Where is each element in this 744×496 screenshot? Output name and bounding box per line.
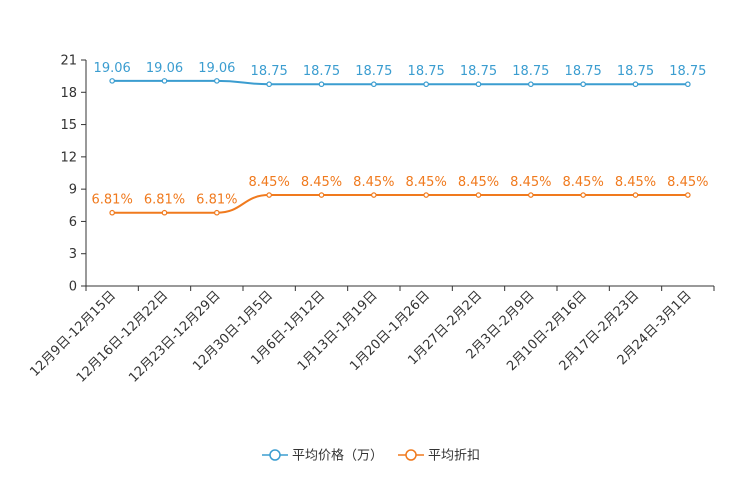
series-0: 19.06 19.06 19.06 18.75 18.75 18.75 18.75 18.75… — [94, 61, 706, 88]
data-point — [423, 81, 429, 88]
legend-marker-icon — [269, 449, 281, 461]
data-point — [161, 78, 168, 84]
data-label: 18.75 — [617, 64, 654, 79]
legend-item-1[interactable]: 平均折扣 — [398, 449, 480, 464]
data-label: 18.75 — [512, 64, 549, 79]
data-label: 18.75 — [408, 64, 445, 79]
y-tick-label: 9 — [69, 183, 77, 198]
data-point — [528, 192, 534, 198]
y-tick-label: 0 — [69, 280, 77, 295]
data-label: 8.45% — [563, 175, 604, 190]
data-point — [580, 81, 586, 88]
data-label: 19.06 — [94, 61, 131, 76]
legend-label: 平均价格（万） — [292, 448, 383, 464]
data-point — [632, 81, 639, 88]
data-label: 8.45% — [615, 175, 656, 190]
x-tick-label: 12月23日-12月29日 — [126, 288, 223, 385]
data-label: 18.75 — [303, 64, 340, 79]
data-point — [266, 81, 272, 88]
x-tick-label: 12月16日-12月22日 — [74, 288, 171, 385]
data-label: 19.06 — [146, 61, 183, 76]
data-label: 8.45% — [301, 175, 342, 190]
legend-label: 平均折扣 — [428, 449, 480, 464]
data-label: 8.45% — [353, 175, 394, 190]
series-line — [112, 79, 688, 86]
y-tick-label: 18 — [60, 86, 77, 101]
legend[interactable]: 平均价格（万） 平均折扣 — [262, 448, 480, 464]
axes: 0 3 6 9 12 15 18 21 12月9日-12月15日12月16日-12月22日12月… — [27, 54, 715, 386]
data-point — [161, 209, 168, 216]
data-point — [528, 81, 534, 88]
data-point — [371, 192, 377, 198]
data-label: 6.81% — [92, 193, 133, 208]
series-1: 6.81% 6.81% 6.81% 8.45% 8.45% 8.45% 8.45% 8.45%… — [92, 175, 708, 216]
data-label: 18.75 — [565, 64, 602, 79]
y-tick-label: 12 — [60, 150, 77, 165]
data-point — [371, 81, 377, 88]
legend-item-0[interactable]: 平均价格（万） — [262, 448, 383, 464]
data-label: 8.45% — [510, 175, 551, 190]
data-point — [580, 192, 586, 198]
data-label: 18.75 — [251, 64, 288, 79]
data-label: 18.75 — [669, 64, 706, 79]
data-label: 6.81% — [144, 193, 185, 208]
data-point — [109, 209, 115, 216]
series-line — [112, 194, 688, 214]
data-point — [109, 78, 115, 84]
x-tick-label: 12月9日-12月15日 — [27, 288, 119, 380]
data-label: 18.75 — [355, 64, 392, 79]
data-label: 18.75 — [460, 64, 497, 79]
legend-marker-icon — [405, 449, 417, 461]
data-label: 8.45% — [406, 175, 447, 190]
data-point — [475, 192, 482, 198]
data-point — [318, 81, 325, 88]
series-layer: 19.06 19.06 19.06 18.75 18.75 18.75 18.75 18.75… — [92, 61, 708, 216]
data-point — [685, 192, 691, 198]
y-tick-label: 6 — [69, 215, 77, 230]
data-point — [632, 192, 639, 198]
y-tick-label: 3 — [69, 247, 77, 262]
data-label: 8.45% — [667, 175, 708, 190]
data-label: 8.45% — [458, 175, 499, 190]
data-point — [475, 81, 482, 88]
data-label: 19.06 — [198, 61, 235, 76]
data-point — [423, 192, 429, 198]
data-point — [318, 192, 325, 198]
data-point — [214, 78, 220, 84]
data-label: 6.81% — [196, 193, 237, 208]
data-point — [685, 81, 691, 88]
y-tick-label: 21 — [60, 54, 77, 69]
data-point — [214, 209, 220, 216]
data-label: 8.45% — [249, 175, 290, 190]
data-point — [266, 192, 272, 198]
y-tick-label: 15 — [60, 118, 77, 133]
